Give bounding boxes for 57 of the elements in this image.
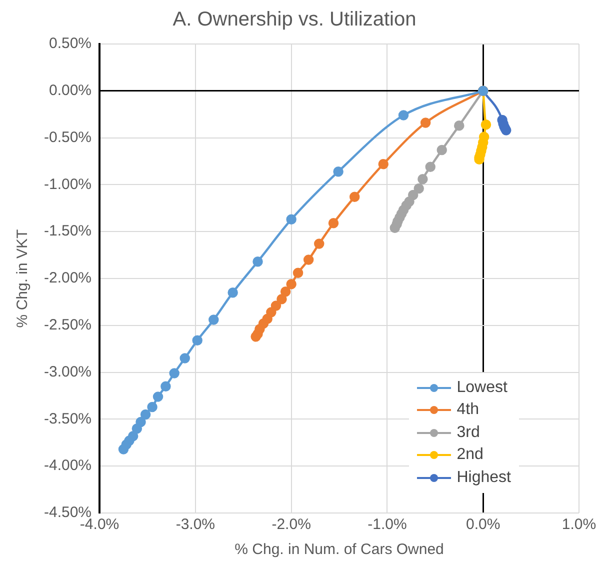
point bbox=[147, 402, 158, 412]
point bbox=[454, 120, 464, 131]
point bbox=[349, 192, 360, 202]
point bbox=[420, 118, 431, 128]
point bbox=[250, 332, 261, 342]
point bbox=[180, 353, 190, 364]
point bbox=[425, 162, 436, 172]
point bbox=[252, 256, 263, 267]
y-tick-label: -2.50% bbox=[44, 316, 92, 334]
point bbox=[414, 183, 424, 194]
legend-label: 2nd bbox=[456, 446, 484, 464]
y-tick-label: -3.00% bbox=[44, 363, 92, 380]
y-tick-label: -3.50% bbox=[44, 410, 92, 428]
point bbox=[169, 368, 180, 378]
y-tick-label: 0.50% bbox=[48, 35, 92, 52]
legend-label: 3rd bbox=[456, 424, 480, 442]
point bbox=[152, 392, 164, 402]
x-tick-label: -3.0% bbox=[176, 516, 216, 534]
point bbox=[192, 335, 202, 346]
point bbox=[286, 214, 296, 225]
point bbox=[333, 166, 344, 177]
chart-title: A. Ownership vs. Utilization bbox=[172, 8, 416, 31]
point bbox=[303, 254, 314, 265]
y-tick-label: -0.50% bbox=[44, 128, 92, 146]
legend-label: 4th bbox=[456, 401, 479, 420]
point bbox=[280, 286, 291, 297]
point bbox=[436, 144, 447, 156]
point bbox=[390, 222, 400, 233]
y-tick-label: -4.00% bbox=[44, 457, 92, 474]
y-tick-label: -2.00% bbox=[44, 270, 92, 287]
point bbox=[132, 423, 142, 434]
x-tick-label: 1.0% bbox=[562, 516, 596, 534]
point bbox=[140, 409, 151, 420]
point bbox=[418, 174, 428, 184]
x-axis-title: % Chg. in Num. of Cars Owned bbox=[234, 541, 444, 558]
point bbox=[118, 444, 129, 454]
y-tick-label: 0.00% bbox=[48, 82, 92, 100]
point bbox=[398, 110, 409, 120]
point bbox=[292, 268, 304, 278]
legend-label: Lowest bbox=[456, 378, 508, 397]
point bbox=[270, 300, 282, 311]
x-tick-label: -2.0% bbox=[272, 516, 311, 534]
legend-label: Highest bbox=[456, 468, 511, 487]
y-tick-label: -1.00% bbox=[44, 176, 92, 193]
point bbox=[378, 158, 388, 170]
y-tick-label: -1.50% bbox=[44, 222, 92, 240]
point bbox=[480, 120, 492, 130]
point bbox=[276, 294, 287, 304]
point bbox=[328, 218, 339, 228]
point bbox=[208, 314, 219, 325]
point bbox=[314, 238, 324, 249]
x-tick-label: 0.0% bbox=[466, 516, 500, 534]
y-axis-title: % Chg. in VKT bbox=[14, 229, 32, 328]
point bbox=[228, 287, 238, 298]
point bbox=[286, 279, 296, 290]
x-tick-label: -1.0% bbox=[368, 516, 407, 534]
point bbox=[160, 381, 171, 392]
